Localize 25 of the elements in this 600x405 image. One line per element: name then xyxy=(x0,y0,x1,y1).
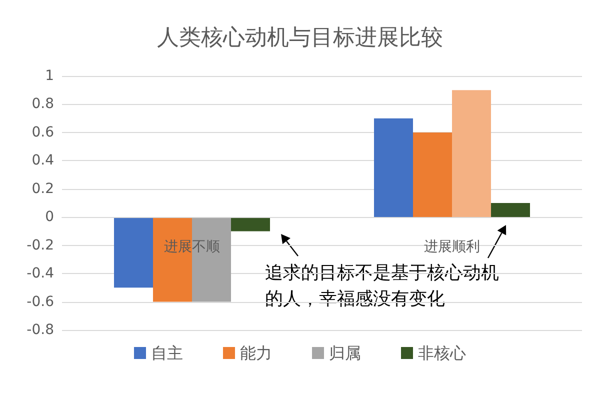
x-tick-label: 进展顺利 xyxy=(424,239,480,255)
y-tick-label: 0.8 xyxy=(32,96,54,112)
bar xyxy=(452,90,491,218)
legend-label: 归属 xyxy=(329,344,361,362)
y-tick-label: -0.4 xyxy=(26,266,54,282)
bar xyxy=(374,118,413,218)
legend-label: 非核心 xyxy=(418,344,466,362)
y-tick-label: 1 xyxy=(45,68,54,84)
bar xyxy=(231,217,270,232)
bar xyxy=(192,217,231,302)
y-tick-label: 0.2 xyxy=(32,180,54,197)
y-tick-label: 0 xyxy=(45,209,54,226)
y-tick-label: -0.6 xyxy=(26,294,54,310)
y-tick-label: 0.4 xyxy=(32,152,54,169)
bar xyxy=(153,217,192,302)
y-tick-label: -0.2 xyxy=(26,237,54,254)
chart-title: 人类核心动机与目标进展比较 xyxy=(157,26,443,50)
x-tick-label: 进展不顺 xyxy=(164,239,220,255)
bar xyxy=(413,132,452,218)
bar xyxy=(114,217,153,288)
y-tick-label: -0.8 xyxy=(26,322,54,338)
legend-label: 自主 xyxy=(151,344,183,362)
y-tick-label: 0.6 xyxy=(32,124,54,140)
legend-label: 能力 xyxy=(240,344,272,362)
bar xyxy=(491,203,530,218)
